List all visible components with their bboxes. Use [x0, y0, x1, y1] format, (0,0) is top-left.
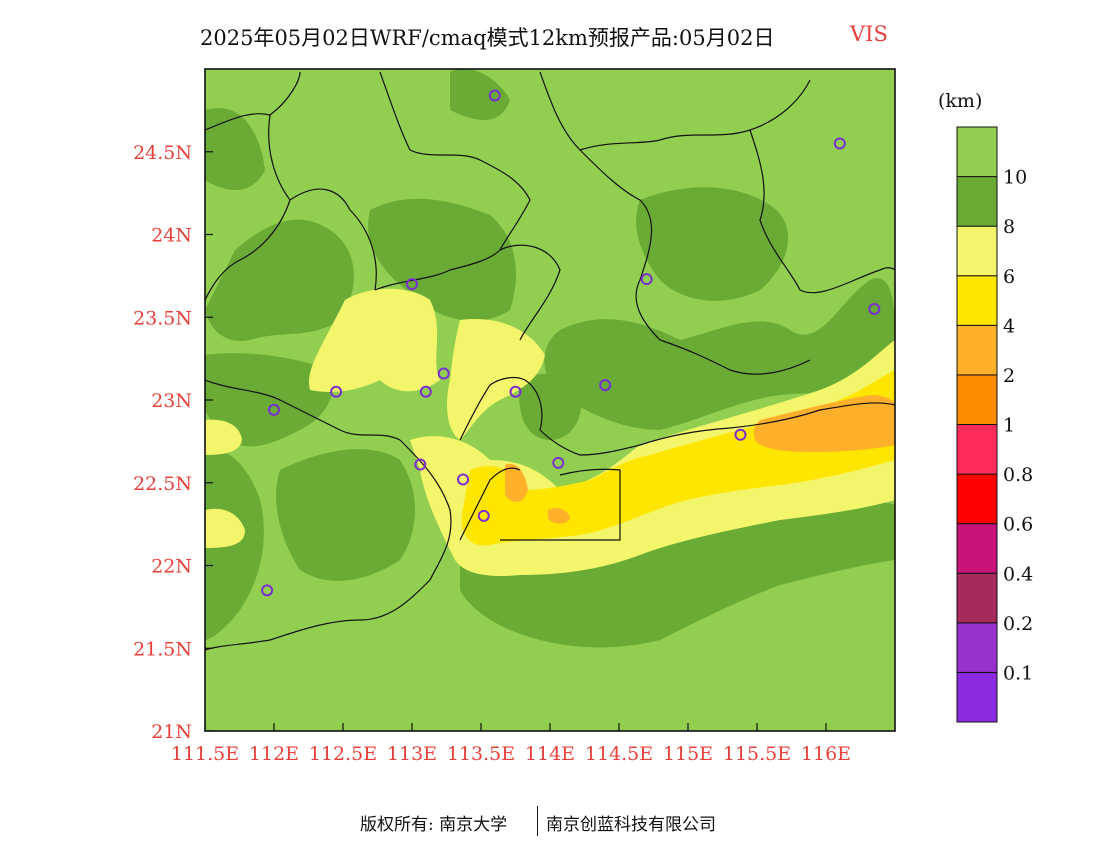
lat-tick-label: 22N [151, 556, 192, 578]
chart-title: 2025年05月02日WRF/cmaq模式12km预报产品:05月02日 VIS [0, 22, 1100, 52]
legend-label: 0.6 [1003, 514, 1033, 536]
legend-label: 0.4 [1003, 563, 1033, 585]
legend-label: 4 [1003, 315, 1015, 337]
station-marker [457, 473, 470, 486]
legend-swatch [956, 523, 998, 574]
longitude-ticks: 111.5E 112E 112.5E 113E 113.5E 114E 114.5E 115E… [171, 723, 851, 765]
station-marker [437, 367, 450, 380]
legend-colorbar: 0.1 0.2 0.4 0.6 0.8 1 2 4 6 8 10 [956, 126, 1033, 723]
vis-band-8-10 [205, 68, 895, 648]
legend-swatch [956, 671, 998, 723]
lat-tick-label: 23.5N [133, 307, 192, 329]
station-marker [640, 273, 653, 286]
station-markers [261, 89, 881, 597]
legend-swatch [956, 424, 998, 475]
lat-tick-label: 22.5N [133, 473, 192, 495]
station-marker [268, 403, 280, 416]
footer-separator [537, 806, 538, 836]
legend-swatch [956, 324, 998, 376]
lon-tick-label: 113E [387, 743, 437, 765]
boundaries [204, 71, 896, 651]
station-marker [734, 428, 747, 441]
legend-label: 6 [1003, 266, 1015, 288]
legend-label: 10 [1003, 167, 1027, 189]
station-marker [419, 385, 432, 398]
footer-company: 南京创蓝科技有限公司 [546, 815, 716, 835]
lon-tick-label: 112.5E [309, 743, 377, 765]
station-marker [477, 509, 490, 522]
map-frame [204, 68, 896, 731]
station-marker [552, 456, 565, 469]
vis-band-4-6 [461, 370, 895, 546]
station-marker [599, 379, 612, 392]
title-main: 2025年05月02日WRF/cmaq模式12km预报产品:05月02日 [200, 26, 775, 50]
title-variable: VIS [850, 22, 888, 46]
lon-tick-label: 115.5E [723, 743, 791, 765]
station-marker [261, 584, 274, 597]
legend-swatch [956, 126, 998, 178]
lat-tick-label: 21.5N [133, 638, 192, 660]
legend-swatch [956, 473, 998, 525]
legend-label: 1 [1003, 415, 1015, 437]
footer-copyright: 版权所有: 南京大学 [360, 815, 508, 835]
legend-label: 8 [1003, 216, 1015, 238]
legend-swatch [956, 176, 998, 227]
station-marker [406, 278, 418, 291]
lat-tick-label: 21N [151, 721, 192, 743]
lat-tick-label: 23N [151, 390, 192, 412]
legend-swatch [956, 572, 998, 624]
legend-label: 0.2 [1003, 613, 1033, 635]
lon-tick-label: 114.5E [585, 743, 653, 765]
station-marker [509, 385, 522, 398]
lon-tick-label: 114E [525, 743, 575, 765]
legend-swatch [956, 374, 998, 425]
legend-swatch [956, 225, 998, 277]
legend-unit: (km) [938, 90, 983, 112]
vis-band-2-4 [505, 395, 895, 524]
station-marker [488, 89, 501, 102]
station-marker [868, 302, 881, 315]
lon-tick-label: 113.5E [447, 743, 515, 765]
station-marker [330, 385, 343, 398]
station-marker [833, 137, 846, 150]
lon-tick-label: 111.5E [171, 743, 239, 765]
latitude-ticks: 21N 21.5N 22N 22.5N 23N 23.5N 24N 24.5N [133, 142, 213, 743]
legend-label: 2 [1003, 365, 1015, 387]
legend-label: 0.1 [1003, 662, 1033, 684]
lat-tick-label: 24N [151, 225, 192, 247]
lon-tick-label: 116E [801, 743, 851, 765]
station-marker [414, 458, 427, 471]
legend-swatch [956, 622, 998, 673]
lon-tick-label: 115E [663, 743, 713, 765]
lat-tick-label: 24.5N [133, 142, 192, 164]
legend-label: 0.8 [1003, 464, 1033, 486]
legend-swatch [956, 275, 998, 326]
lon-tick-label: 112E [249, 743, 299, 765]
